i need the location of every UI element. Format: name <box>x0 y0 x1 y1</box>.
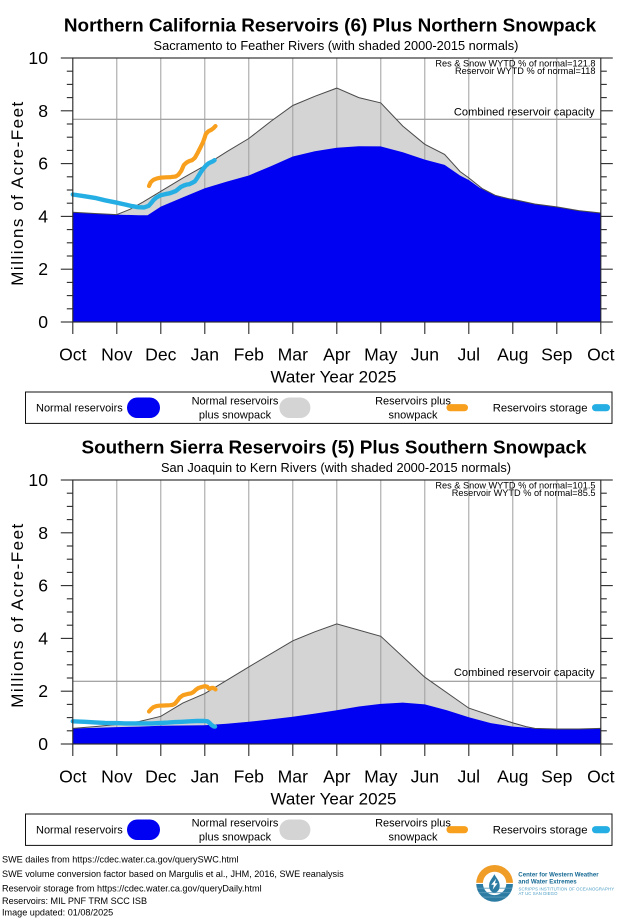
svg-text:Sep: Sep <box>541 766 573 786</box>
svg-text:Jan: Jan <box>191 766 219 786</box>
svg-text:snowpack: snowpack <box>389 832 438 844</box>
svg-text:May: May <box>364 766 397 786</box>
svg-text:Jul: Jul <box>458 344 481 364</box>
svg-text:Normal reservoirs: Normal reservoirs <box>192 817 279 829</box>
svg-text:6: 6 <box>38 576 48 596</box>
svg-text:plus snowpack: plus snowpack <box>199 410 272 422</box>
svg-text:May: May <box>364 344 397 364</box>
svg-text:Dec: Dec <box>145 344 176 364</box>
svg-text:Millions of Acre-Feet: Millions of Acre-Feet <box>8 100 27 286</box>
svg-text:8: 8 <box>38 523 48 543</box>
svg-text:Aug: Aug <box>497 344 528 364</box>
svg-text:Dec: Dec <box>145 766 176 786</box>
svg-text:Res & Snow WYTD % of normal=10: Res & Snow WYTD % of normal=101.5 <box>435 480 595 490</box>
svg-text:Center for Western Weather: Center for Western Weather <box>518 871 599 878</box>
svg-text:4: 4 <box>38 206 48 226</box>
svg-text:Normal reservoirs: Normal reservoirs <box>36 825 123 837</box>
svg-text:Oct: Oct <box>59 344 86 364</box>
svg-text:Apr: Apr <box>323 766 351 786</box>
svg-text:Reservoirs plus: Reservoirs plus <box>375 395 451 407</box>
svg-text:Sacramento to Feather Rivers (: Sacramento to Feather Rivers (with shade… <box>154 38 519 53</box>
svg-text:Jan: Jan <box>191 344 219 364</box>
svg-text:Water Year 2025: Water Year 2025 <box>270 790 396 809</box>
svg-text:Reservoirs storage: Reservoirs storage <box>493 403 588 415</box>
svg-text:Oct: Oct <box>59 766 86 786</box>
svg-text:Jun: Jun <box>411 344 439 364</box>
svg-text:8: 8 <box>38 101 48 121</box>
svg-text:Nov: Nov <box>101 344 132 364</box>
svg-text:Reservoir storage from https:/: Reservoir storage from https://cdec.wate… <box>2 883 262 893</box>
svg-text:10: 10 <box>28 48 48 68</box>
svg-text:Apr: Apr <box>323 344 351 364</box>
svg-text:Reservoir WYTD % of normal=85.: Reservoir WYTD % of normal=85.5 <box>452 488 596 498</box>
svg-text:Southern Sierra Reservoirs (5): Southern Sierra Reservoirs (5) Plus Sout… <box>82 438 587 459</box>
svg-text:Feb: Feb <box>234 766 265 786</box>
svg-text:Aug: Aug <box>497 766 528 786</box>
svg-text:Res & Snow WYTD % of normal=12: Res & Snow WYTD % of normal=121.8 <box>435 58 595 68</box>
svg-text:Mar: Mar <box>278 344 308 364</box>
svg-text:Combined reservoir capacity: Combined reservoir capacity <box>454 107 595 119</box>
svg-text:Oct: Oct <box>587 344 614 364</box>
svg-text:Water Year 2025: Water Year 2025 <box>270 368 396 387</box>
svg-text:10: 10 <box>28 470 48 490</box>
svg-text:Sep: Sep <box>541 344 573 364</box>
svg-text:Reservoirs plus: Reservoirs plus <box>375 817 451 829</box>
svg-text:Nov: Nov <box>101 766 132 786</box>
svg-text:Northern California Reservoirs: Northern California Reservoirs (6) Plus … <box>64 16 597 37</box>
svg-text:4: 4 <box>38 628 48 648</box>
svg-text:SCRIPPS INSTITUTION OF OCEANOG: SCRIPPS INSTITUTION OF OCEANOGRAPHY <box>519 886 615 891</box>
svg-text:Oct: Oct <box>587 766 614 786</box>
svg-text:Combined reservoir capacity: Combined reservoir capacity <box>454 667 595 679</box>
svg-text:6: 6 <box>38 154 48 174</box>
svg-text:snowpack: snowpack <box>389 410 438 422</box>
svg-text:Feb: Feb <box>234 344 265 364</box>
svg-text:Jun: Jun <box>411 766 439 786</box>
svg-text:Reservoirs: MIL PNF TRM SCC IS: Reservoirs: MIL PNF TRM SCC ISB <box>2 896 147 906</box>
svg-text:Mar: Mar <box>278 766 308 786</box>
svg-text:AT UC SAN DIEGO: AT UC SAN DIEGO <box>519 891 559 896</box>
svg-text:Reservoir WYTD % of normal=118: Reservoir WYTD % of normal=118 <box>455 66 596 76</box>
svg-text:0: 0 <box>38 312 48 332</box>
svg-text:San Joaquin to Kern Rivers (wi: San Joaquin to Kern Rivers (with shaded … <box>161 460 511 475</box>
svg-text:Normal reservoirs: Normal reservoirs <box>36 403 123 415</box>
svg-text:SWE dailes from https://cdec.w: SWE dailes from https://cdec.water.ca.go… <box>2 854 239 864</box>
svg-text:2: 2 <box>38 681 48 701</box>
svg-text:plus snowpack: plus snowpack <box>199 832 272 844</box>
svg-text:Jul: Jul <box>458 766 481 786</box>
svg-text:0: 0 <box>38 734 48 754</box>
svg-text:Millions of Acre-Feet: Millions of Acre-Feet <box>8 522 27 708</box>
svg-text:Image updated: 01/08/2025: Image updated: 01/08/2025 <box>2 908 113 918</box>
svg-text:Normal reservoirs: Normal reservoirs <box>192 395 279 407</box>
svg-text:and Water Extremes: and Water Extremes <box>518 878 577 885</box>
svg-text:SWE volume conversion factor b: SWE volume conversion factor based on Ma… <box>2 869 344 879</box>
svg-text:2: 2 <box>38 259 48 279</box>
svg-text:Reservoirs storage: Reservoirs storage <box>493 825 588 837</box>
